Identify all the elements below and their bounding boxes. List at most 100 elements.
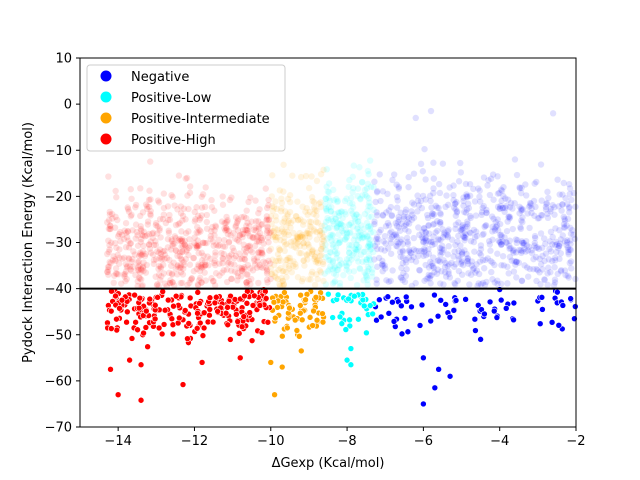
faded-point xyxy=(472,269,479,276)
faded-point xyxy=(482,256,489,264)
faded-point xyxy=(365,171,372,178)
faded-point xyxy=(538,211,545,219)
faded-point xyxy=(215,242,222,250)
faded-point xyxy=(338,208,346,215)
faded-point xyxy=(524,210,531,217)
faded-point xyxy=(357,228,364,235)
faded-point xyxy=(325,253,332,260)
faded-point xyxy=(145,196,153,204)
faded-point xyxy=(466,192,474,200)
faded-point xyxy=(465,204,473,212)
faded-point xyxy=(382,240,389,247)
faded-point xyxy=(460,197,467,205)
faded-point xyxy=(418,204,426,212)
faded-point xyxy=(380,238,387,245)
scatter-point xyxy=(338,320,346,327)
faded-point xyxy=(553,241,561,248)
faded-point xyxy=(304,228,311,235)
faded-point xyxy=(410,170,418,177)
faded-point xyxy=(208,196,215,204)
faded-point xyxy=(219,255,226,262)
faded-point xyxy=(194,241,202,249)
faded-point xyxy=(360,248,367,256)
faded-point xyxy=(124,228,132,235)
faded-point xyxy=(551,254,559,262)
faded-point xyxy=(231,261,238,268)
faded-point xyxy=(306,208,314,216)
faded-point xyxy=(518,217,525,224)
faded-point xyxy=(194,281,202,288)
faded-point xyxy=(309,247,316,255)
faded-point xyxy=(561,224,568,232)
faded-point xyxy=(392,219,400,227)
faded-point xyxy=(495,237,502,244)
faded-point xyxy=(139,248,147,255)
faded-point xyxy=(483,209,490,217)
faded-point xyxy=(464,258,471,265)
faded-point xyxy=(112,265,120,272)
faded-point xyxy=(156,262,163,270)
faded-point xyxy=(243,214,250,222)
faded-point xyxy=(436,219,444,226)
faded-point xyxy=(452,225,459,233)
scatter-point xyxy=(176,314,183,322)
faded-point xyxy=(533,277,540,285)
faded-point xyxy=(179,242,187,250)
faded-point xyxy=(121,270,129,278)
faded-point xyxy=(143,232,150,239)
faded-point xyxy=(174,271,181,278)
faded-point xyxy=(225,239,233,246)
faded-point xyxy=(346,176,353,184)
faded-point xyxy=(408,282,416,290)
faded-point xyxy=(347,229,354,236)
faded-point xyxy=(283,273,290,281)
faded-point xyxy=(395,224,402,231)
faded-point xyxy=(198,279,205,286)
faded-point xyxy=(277,257,284,264)
faded-point xyxy=(470,238,478,246)
faded-point xyxy=(176,264,184,271)
faded-point xyxy=(565,246,572,254)
faded-point xyxy=(303,251,310,258)
faded-point xyxy=(279,228,286,235)
faded-point xyxy=(343,266,350,273)
faded-point xyxy=(211,282,219,289)
faded-point xyxy=(330,220,337,228)
faded-point xyxy=(453,209,461,216)
faded-point xyxy=(520,241,527,249)
faded-point xyxy=(530,255,537,263)
faded-point xyxy=(545,194,552,202)
faded-point xyxy=(418,247,425,255)
faded-point xyxy=(196,226,203,234)
faded-point xyxy=(366,243,373,251)
faded-point xyxy=(195,263,202,270)
faded-point xyxy=(186,189,194,196)
faded-point xyxy=(368,273,376,280)
faded-point xyxy=(255,223,262,231)
scatter-point xyxy=(404,328,412,336)
faded-point xyxy=(504,280,511,287)
faded-point xyxy=(197,263,205,270)
faded-point xyxy=(194,243,202,250)
faded-point xyxy=(528,205,535,212)
faded-point xyxy=(272,234,280,241)
faded-point xyxy=(296,249,303,257)
faded-point xyxy=(198,249,205,257)
faded-point xyxy=(466,180,474,188)
faded-point xyxy=(526,265,534,273)
faded-point xyxy=(554,270,561,278)
faded-point xyxy=(300,257,307,264)
faded-point xyxy=(493,222,501,229)
faded-point xyxy=(365,222,372,230)
faded-point xyxy=(297,173,305,181)
faded-point xyxy=(232,252,240,260)
faded-point xyxy=(438,245,445,253)
faded-point xyxy=(222,227,229,234)
faded-point xyxy=(439,249,446,256)
faded-point xyxy=(221,243,229,250)
scatter-point xyxy=(136,294,144,302)
faded-point xyxy=(561,267,569,274)
faded-point xyxy=(290,237,297,245)
faded-point xyxy=(249,233,256,241)
faded-point xyxy=(331,279,338,286)
